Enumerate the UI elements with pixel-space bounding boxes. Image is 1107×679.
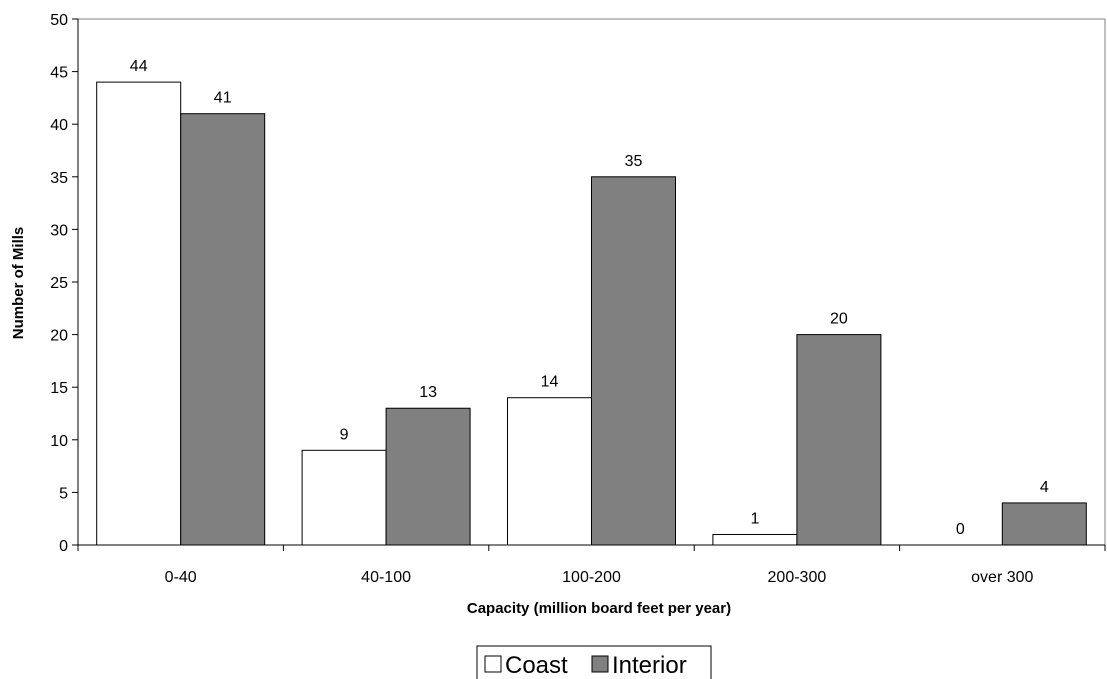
bar-interior-40-100 [385, 407, 471, 546]
x-axis-title: Capacity (million board feet per year) [467, 600, 731, 617]
y-tick-label: 20 [50, 328, 68, 345]
x-tick-label: 0-40 [165, 569, 197, 586]
bar-interior-over-300 [1001, 502, 1087, 546]
x-tick-label: 200-300 [768, 569, 827, 586]
x-tick-label: 40-100 [361, 569, 411, 586]
y-axis-title: Number of Mills [10, 227, 27, 340]
legend-label-coast: Coast [505, 652, 568, 679]
bar-coast-40-100 [301, 449, 387, 546]
bar-coast-200-300 [712, 533, 798, 546]
bar-interior-0-40 [180, 113, 266, 546]
data-label-coast: 44 [130, 58, 148, 75]
data-label-interior: 35 [625, 153, 643, 170]
y-tick-label: 40 [50, 117, 68, 134]
y-tick-label: 35 [50, 170, 68, 187]
x-tick-label: over 300 [971, 569, 1033, 586]
y-tick-label: 0 [59, 538, 68, 555]
y-axis: 0 5 10 15 20 25 30 35 40 45 50 [50, 12, 79, 555]
data-label-coast: 9 [340, 426, 349, 443]
y-tick-label: 25 [50, 275, 68, 292]
legend-label-interior: Interior [612, 652, 687, 679]
x-tick-label: 100-200 [562, 569, 621, 586]
y-tick-label: 15 [50, 380, 68, 397]
data-label-interior: 4 [1040, 479, 1049, 496]
data-label-interior: 13 [419, 384, 437, 401]
y-tick-label: 50 [50, 12, 68, 29]
data-label-coast: 14 [541, 374, 559, 391]
plot-area [78, 18, 1106, 545]
y-tick-label: 45 [50, 65, 68, 82]
bars [96, 81, 1087, 546]
legend-swatch-interior [591, 655, 609, 673]
bar-coast-0-40 [96, 81, 182, 546]
data-label-interior: 20 [830, 311, 848, 328]
bar-interior-100-200 [591, 176, 676, 546]
data-labels: 44 9 14 1 0 41 13 35 20 4 [130, 58, 1049, 538]
x-axis: 0-40 40-100 100-200 200-300 over 300 [77, 544, 1106, 586]
data-label-coast: 1 [750, 510, 759, 527]
y-tick-label: 10 [50, 433, 68, 450]
legend-swatch-coast [484, 655, 502, 673]
bar-interior-200-300 [796, 334, 882, 546]
bar-coast-100-200 [507, 397, 592, 546]
legend: Coast Interior [476, 645, 712, 679]
data-label-interior: 41 [214, 90, 232, 107]
y-tick-label: 5 [59, 485, 68, 502]
y-tick-label: 30 [50, 222, 68, 239]
data-label-coast: 0 [956, 521, 965, 538]
